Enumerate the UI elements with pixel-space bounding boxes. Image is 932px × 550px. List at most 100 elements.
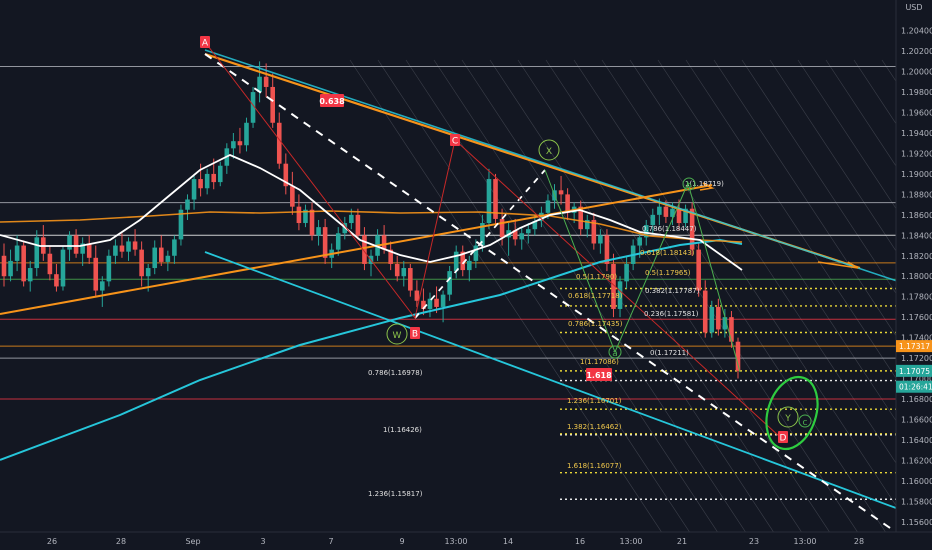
- candle-body: [296, 206, 302, 224]
- candle-body: [276, 122, 282, 164]
- fib-level-label: 0(1.17211): [650, 349, 689, 357]
- candle-body: [270, 86, 275, 123]
- candle-body: [73, 235, 79, 254]
- price-axis[interactable]: USD 1.20400 1.20200 1.20000 1.19800 1.19600 1.…: [895, 0, 932, 550]
- candle-body: [434, 298, 439, 307]
- candle-body: [650, 214, 656, 226]
- price-tick-label: 1.19800: [901, 88, 932, 97]
- candle-body: [8, 260, 13, 277]
- candle-body: [578, 206, 584, 230]
- candle-body: [604, 235, 610, 264]
- fib-level-label: 1(1.17086): [580, 358, 619, 366]
- candle-body: [119, 245, 125, 252]
- candle-body: [493, 179, 498, 219]
- price-tick-label: 1.15800: [901, 497, 932, 506]
- time-tick-label: 28: [854, 537, 864, 546]
- candle-body: [145, 268, 151, 277]
- candle-body: [598, 235, 603, 244]
- candle-body: [1, 255, 7, 277]
- annotation-labels: 1(1.18719) 0.786(1.18447) 0.618(1.18143) 0.…: [200, 36, 812, 498]
- fib-level-label: 0.618(1.17718): [568, 292, 623, 300]
- price-tick-label: 1.19200: [901, 149, 932, 158]
- candle-body: [283, 163, 289, 187]
- candle-body: [303, 209, 308, 224]
- time-tick-label: 23: [749, 537, 759, 546]
- candle-body: [237, 141, 243, 146]
- candle-body: [27, 268, 33, 282]
- candle-body: [735, 341, 741, 371]
- candle-body: [545, 200, 551, 213]
- candle-body: [467, 260, 472, 271]
- price-tag-text: 1.17075: [899, 367, 930, 376]
- wave-label-text: D: [780, 434, 787, 444]
- price-tag: [896, 340, 932, 353]
- wave-label-marker: [778, 431, 788, 443]
- price-tick-label: 1.18800: [901, 190, 932, 199]
- wave-label-marker: [682, 177, 696, 191]
- wave-label-text: X: [546, 147, 552, 157]
- arrow-marks: [699, 182, 859, 269]
- candle-body: [657, 206, 662, 215]
- candle-body: [453, 251, 459, 272]
- candle-body: [100, 281, 105, 291]
- candle-body: [408, 268, 413, 291]
- time-axis[interactable]: 26 28 Sep 3 7 9 13:00 14 16 13:00 21 23 13:00 28: [0, 531, 932, 550]
- fib-level-label: 1.236(1.15817): [368, 490, 423, 498]
- price-tag: [896, 380, 932, 393]
- channel-line: [377, 59, 702, 550]
- wave-label-marker: [798, 414, 812, 428]
- price-tick-label: 1.17400: [901, 334, 932, 343]
- price-axis-background: [896, 0, 932, 550]
- candle-body: [172, 239, 177, 256]
- candle-body: [191, 179, 197, 200]
- candle-body: [14, 245, 20, 261]
- candle-body: [624, 263, 629, 282]
- candle-body: [178, 209, 184, 240]
- price-tick-label: 1.18600: [901, 211, 932, 220]
- candle-body: [316, 227, 321, 236]
- candle-body: [263, 76, 269, 87]
- candle-body: [722, 317, 728, 330]
- price-tick-label: 1.17000: [901, 375, 932, 384]
- fib-level-label: 0.5(1.1790): [576, 273, 617, 281]
- candle-body: [709, 306, 715, 333]
- candle-body: [480, 223, 485, 246]
- dashed-wave-line: [414, 169, 546, 319]
- price-tick-label: 1.20000: [901, 68, 932, 77]
- fib-level-label: 0.5(1.17965): [645, 269, 691, 277]
- time-tick-label: 14: [503, 537, 513, 546]
- time-tick-label: Sep: [185, 537, 200, 546]
- time-tick-label: 26: [47, 537, 57, 546]
- candle-body: [637, 237, 642, 246]
- price-tick-label: 1.20400: [901, 27, 932, 36]
- candle-body: [34, 237, 40, 269]
- wave-label-marker: [450, 134, 460, 146]
- fib-level-label: 1(1.18719): [685, 180, 724, 188]
- candle-body: [349, 214, 354, 224]
- candle-body: [198, 179, 203, 189]
- candle-body: [591, 219, 597, 244]
- fib-level-label: 1.618(1.16077): [567, 462, 622, 470]
- time-tick-label: 13:00: [793, 537, 816, 546]
- price-tag: [896, 364, 932, 377]
- channel-line: [573, 59, 898, 550]
- fib-level-label: 1(1.16426): [383, 426, 422, 434]
- candle-body: [440, 294, 446, 307]
- time-tick-label: 28: [116, 537, 126, 546]
- channel-line: [601, 59, 926, 550]
- price-tick-label: 1.19000: [901, 170, 932, 179]
- long-moving-average: [0, 238, 743, 461]
- candle-body: [499, 218, 505, 238]
- fib-level-label: 1.382(1.16462): [567, 423, 622, 431]
- wave-label-marker: [200, 36, 210, 48]
- time-tick-label: 9: [399, 537, 404, 546]
- candle-body: [231, 141, 236, 149]
- wave-label-text: W: [393, 331, 402, 341]
- channel-line: [517, 59, 842, 550]
- candle-body: [93, 257, 99, 291]
- candle-body: [519, 233, 525, 240]
- candle-body: [702, 290, 708, 333]
- channel-line: [349, 59, 674, 550]
